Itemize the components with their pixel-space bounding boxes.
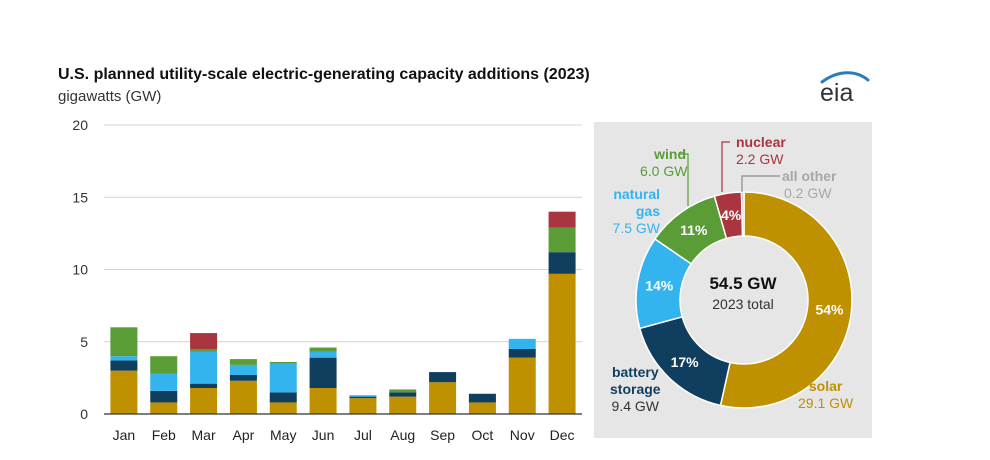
bar-segment-battery-dec <box>548 252 576 274</box>
x-tick-label: Sep <box>430 427 455 443</box>
y-tick-label: 10 <box>72 262 88 278</box>
leader-line-wind <box>680 153 689 206</box>
x-tick-label: Aug <box>390 427 415 443</box>
bar-segment-wind-jan <box>110 327 138 357</box>
bar-segment-solar-apr <box>229 380 257 414</box>
x-tick-label: Feb <box>152 427 176 443</box>
leader-line-other <box>741 175 780 192</box>
bar-segment-battery-aug <box>389 392 417 397</box>
eia-logo-text: eia <box>820 79 853 107</box>
bar-segment-wind-jun <box>309 347 337 352</box>
y-tick-label: 15 <box>72 189 88 205</box>
x-tick-label: Oct <box>472 427 494 443</box>
y-tick-label: 20 <box>72 117 88 133</box>
x-tick-label: Nov <box>510 427 535 443</box>
bar-segment-gas-mar <box>190 351 218 384</box>
bar-segment-solar-jul <box>349 398 377 414</box>
bar-segment-gas-apr <box>229 364 257 375</box>
bar-segment-wind-apr <box>229 359 257 365</box>
bar-segment-solar-sep <box>429 382 457 414</box>
bar-segment-solar-aug <box>389 396 417 414</box>
bar-segment-nuclear-mar <box>190 333 218 349</box>
label-battery-storage: battery storage 9.4 GW <box>610 364 661 415</box>
bar-segment-solar-jun <box>309 387 337 414</box>
x-tick-label: Jun <box>312 427 335 443</box>
label-solar-value: 29.1 GW <box>798 395 854 411</box>
x-tick-label: May <box>270 427 296 443</box>
donut-pct-label-nuclear: 4% <box>721 207 742 223</box>
chart-title: U.S. planned utility-scale electric-gene… <box>58 66 590 83</box>
donut-pct-label-solar: 54% <box>815 301 844 317</box>
bar-segment-battery-jan <box>110 360 138 371</box>
label-natural-gas: natural gas 7.5 GW <box>600 186 660 237</box>
y-tick-label: 5 <box>80 334 88 350</box>
y-axis-unit-label: gigawatts (GW) <box>58 88 162 105</box>
donut-pct-label-battery: 17% <box>671 354 700 370</box>
bar-segment-solar-dec <box>548 273 576 414</box>
bar-segment-wind-mar <box>190 348 218 352</box>
monthly-bar-chart: 0 5 10 15 20 Jan Feb Mar Apr May Jun Jul Aug Sep Oct No… <box>72 117 582 443</box>
label-battery-value: 9.4 GW <box>611 398 660 414</box>
label-nuclear-value: 2.2 GW <box>736 151 784 167</box>
bar-segment-solar-jan <box>110 370 138 414</box>
bar-segment-nuclear-dec <box>548 211 576 228</box>
bar-segment-wind-dec <box>548 227 576 253</box>
bar-segment-solar-may <box>269 402 297 414</box>
donut-slice-other <box>740 191 745 237</box>
label-solar-name: solar <box>808 378 843 394</box>
bar-segment-battery-may <box>269 392 297 403</box>
bar-segment-gas-feb <box>150 373 178 391</box>
label-other-value: 0.2 GW <box>784 185 832 201</box>
bar-segment-gas-jul <box>349 395 377 397</box>
label-nuclear: nuclear 2.2 GW <box>736 134 786 168</box>
bar-segment-battery-mar <box>190 383 218 388</box>
donut-total-value: 54.5 GW <box>709 274 777 293</box>
bar-segment-battery-oct <box>468 393 496 403</box>
bar-segment-gas-may <box>269 363 297 393</box>
donut-total-label: 2023 total <box>712 296 774 312</box>
label-gas-name: natural gas <box>613 186 660 219</box>
x-tick-label: Dec <box>550 427 575 443</box>
x-tick-label: Jul <box>354 427 372 443</box>
bar-segment-gas-jun <box>309 351 337 358</box>
donut-center: 54.5 GW 2023 total <box>688 274 798 312</box>
label-nuclear-name: nuclear <box>736 134 786 150</box>
label-battery-name: battery storage <box>610 364 661 397</box>
label-wind-name: wind <box>654 146 686 162</box>
bar-segment-battery-nov <box>508 348 536 358</box>
donut-pct-label-wind: 11% <box>680 222 708 238</box>
label-solar: solar 29.1 GW <box>798 378 853 412</box>
label-wind-value: 6.0 GW <box>640 163 688 179</box>
bar-segment-solar-oct <box>468 402 496 414</box>
bar-segment-battery-feb <box>150 390 178 403</box>
eia-logo: eia <box>820 71 870 107</box>
bar-segment-battery-sep <box>429 372 457 383</box>
label-other: all other 0.2 GW <box>782 168 836 202</box>
donut-panel: 54% 17% 14% 11% 4% wind 6.0 GW nuclear 2.2 G… <box>594 122 872 438</box>
bar-segment-wind-feb <box>150 356 178 374</box>
bar-segment-wind-aug <box>389 389 417 393</box>
donut-slice-solar <box>719 191 853 409</box>
bar-segment-battery-jun <box>309 357 337 388</box>
label-wind: wind 6.0 GW <box>640 146 688 180</box>
bar-segment-battery-apr <box>229 374 257 381</box>
x-tick-label: Jan <box>113 427 136 443</box>
bar-segment-solar-nov <box>508 357 536 414</box>
label-other-name: all other <box>782 168 837 184</box>
bar-segment-battery-jul <box>349 396 377 399</box>
y-tick-label: 0 <box>80 406 88 422</box>
x-tick-label: Apr <box>233 427 255 443</box>
bar-segment-wind-may <box>269 361 297 364</box>
bar-segment-gas-jan <box>110 356 138 361</box>
donut-pct-label-gas: 14% <box>645 278 674 294</box>
bar-segment-gas-nov <box>508 338 536 349</box>
donut-chart: 54% 17% 14% 11% 4% <box>635 141 853 409</box>
bar-segment-solar-feb <box>150 402 178 414</box>
leader-line-nuclear <box>721 141 730 192</box>
x-tick-label: Mar <box>192 427 216 443</box>
bar-segment-solar-mar <box>190 387 218 414</box>
label-gas-value: 7.5 GW <box>612 220 660 236</box>
